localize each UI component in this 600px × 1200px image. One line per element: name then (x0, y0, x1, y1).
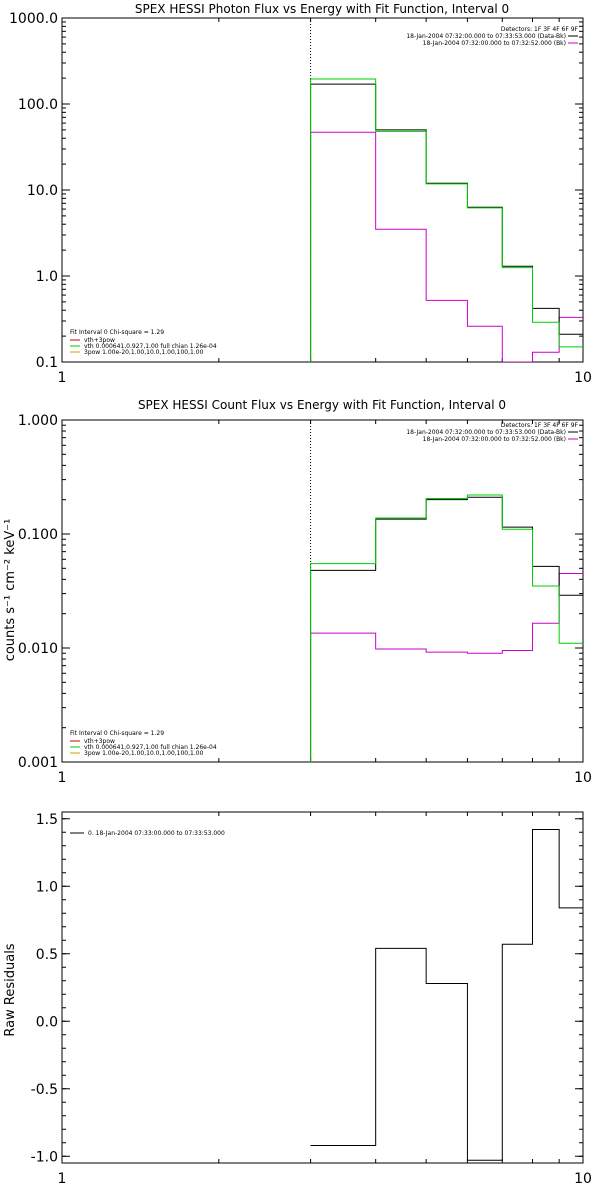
residuals-y-tick-label: 0.0 (36, 1014, 58, 1030)
photon-plot-frame (61, 17, 584, 363)
count-y-tick-label: 1.000 (18, 413, 58, 429)
count-legend-fit-line: Fit Interval 0 Chi-square = 1.29 (70, 730, 164, 737)
photon-data-histogram (310, 83, 583, 362)
photon-background-histogram (310, 131, 583, 362)
residuals-y-tick-label: 1.5 (36, 812, 58, 828)
photon-chart-title: SPEX HESSI Photon Flux vs Energy with Fi… (135, 2, 509, 16)
count-flux-panel: SPEX HESSI Count Flux vs Energy with Fit… (3, 398, 592, 786)
photon-header-line: 18-Jan-2004 07:32:00.000 to 07:32:52.000… (423, 40, 566, 47)
residuals-y-axis-label: Raw Residuals (3, 943, 18, 1036)
residuals-panel: Raw Residuals 0. 18-Jan-2004 07:33:00.00… (3, 811, 592, 1187)
photon-y-tick-label: 10.0 (27, 183, 58, 199)
photon-y-tick-label: 1000.0 (9, 11, 58, 27)
count-legend-vth: vth 0.000641,0.927,1.00 full chian 1.26e… (84, 744, 217, 751)
count-model-histogram (310, 494, 583, 762)
residuals-legend: 0. 18-Jan-2004 07:33:00.000 to 07:33:53.… (70, 830, 225, 837)
photon-header-line: Detectors: 1F 3F 4F 6F 9F (501, 26, 579, 33)
residuals-plot-frame (61, 811, 584, 1164)
photon-y-tick-label: 100.0 (18, 97, 58, 113)
photon-y-tick-label: 0.1 (36, 355, 58, 371)
residuals-y-tick-label: 1.0 (36, 879, 58, 895)
residuals-x-tick-label: 10 (574, 1171, 592, 1187)
count-header-line: Detectors: 1F 3F 4F 6F 9F (501, 422, 579, 429)
count-background-histogram (310, 573, 583, 762)
photon-legend-vth: vth 0.000641,0.927,1.00 full chian 1.26e… (84, 343, 217, 350)
residuals-y-tick-label: 0.5 (36, 947, 58, 963)
count-legend-3pow: 3pow 1.00e-20,1.00,10.0,1.00,100,1.00 (84, 750, 204, 757)
count-header-line: 18-Jan-2004 07:32:00.000 to 07:32:52.000… (423, 436, 566, 443)
count-data-histogram (310, 496, 583, 762)
photon-x-tick-label: 1 (58, 370, 67, 386)
photon-legend-vth-3pow: vth+3pow (84, 337, 115, 344)
count-y-axis-label: counts s⁻¹ cm⁻² keV⁻¹ (3, 519, 18, 662)
count-chart-title: SPEX HESSI Count Flux vs Energy with Fit… (138, 398, 506, 412)
photon-legend-3pow: 3pow 1.00e-20,1.00,10.0,1.00,100,1.00 (84, 349, 204, 356)
photon-x-tick-label: 10 (574, 370, 592, 386)
count-x-tick-label: 10 (574, 770, 592, 786)
photon-model-histogram (310, 78, 583, 362)
count-y-tick-label: 0.010 (18, 641, 58, 657)
photon-legend: Fit Interval 0 Chi-square = 1.29 vth+3po… (70, 329, 217, 356)
photon-header: Detectors: 1F 3F 4F 6F 9F 18-Jan-2004 07… (406, 26, 578, 47)
count-legend: Fit Interval 0 Chi-square = 1.29 vth+3po… (70, 730, 217, 757)
photon-header-line: 18-Jan-2004 07:32:00.000 to 07:33:53.000… (406, 33, 566, 40)
residuals-x-tick-label: 1 (58, 1171, 67, 1187)
count-header: Detectors: 1F 3F 4F 6F 9F 18-Jan-2004 07… (406, 422, 578, 443)
residuals-y-tick-label: -1.0 (31, 1149, 58, 1165)
residuals-y-tick-label: -0.5 (31, 1082, 58, 1098)
count-x-tick-label: 1 (58, 770, 67, 786)
photon-legend-fit-line: Fit Interval 0 Chi-square = 1.29 (70, 329, 164, 336)
photon-y-tick-label: 1.0 (36, 269, 58, 285)
residuals-data-histogram (310, 829, 583, 1161)
count-plot-frame (61, 419, 584, 763)
count-y-tick-label: 0.001 (18, 755, 58, 771)
residuals-legend-text: 0. 18-Jan-2004 07:33:00.000 to 07:33:53.… (88, 830, 225, 837)
count-y-tick-label: 0.100 (18, 527, 58, 543)
count-header-line: 18-Jan-2004 07:32:00.000 to 07:33:53.000… (406, 429, 566, 436)
photon-flux-panel: SPEX HESSI Photon Flux vs Energy with Fi… (9, 2, 592, 386)
count-legend-vth-3pow: vth+3pow (84, 738, 115, 745)
